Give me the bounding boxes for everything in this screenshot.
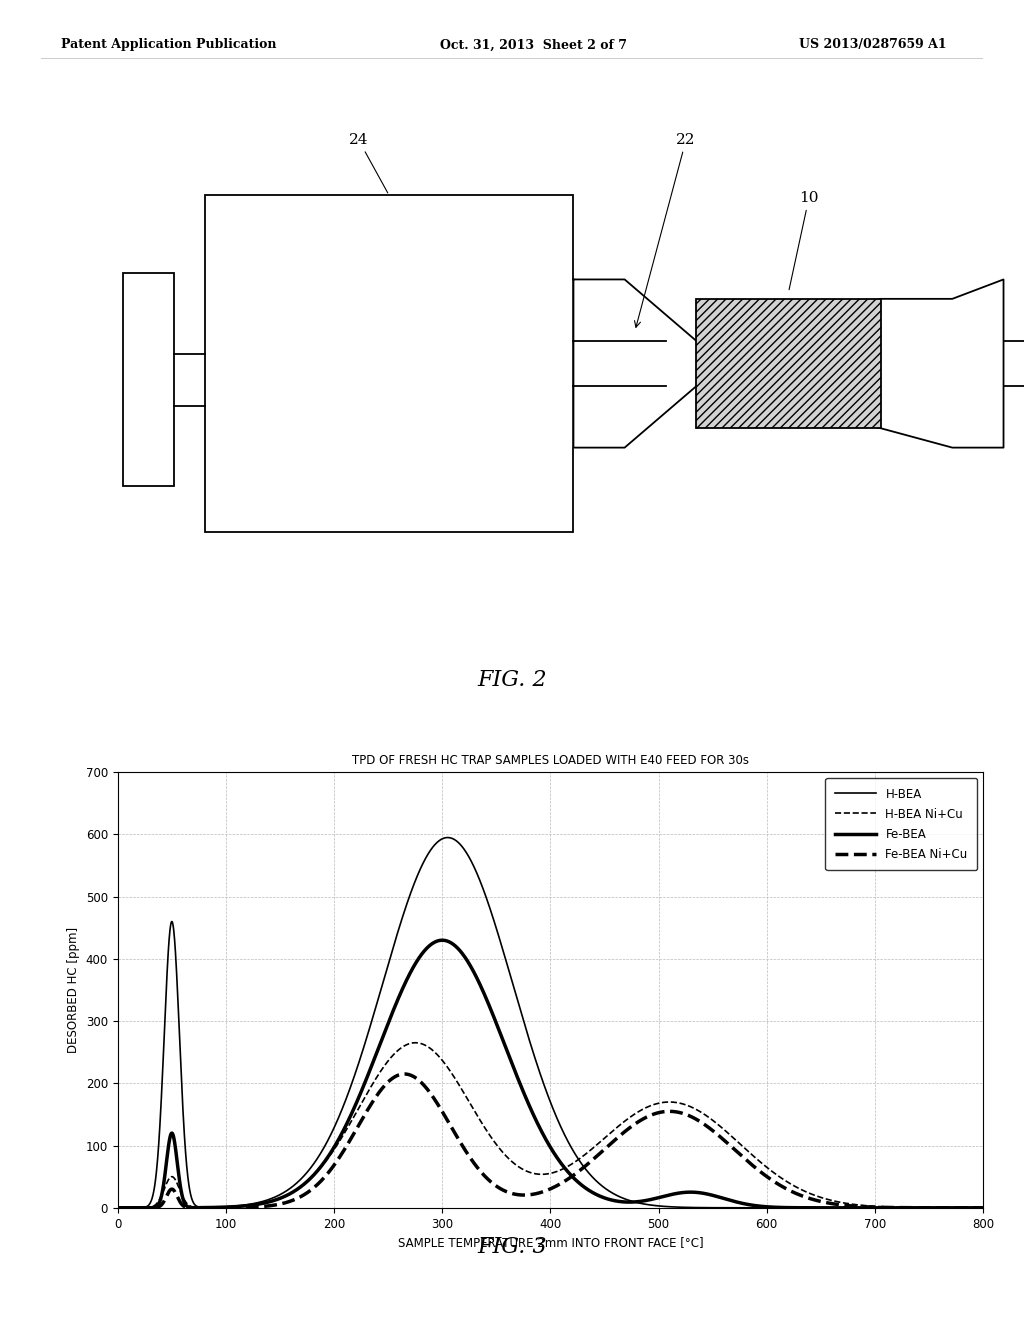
Bar xyxy=(205,195,573,532)
Text: 22: 22 xyxy=(635,132,696,327)
Fe-BEA xyxy=(977,1200,989,1216)
Fe-BEA Ni+Cu xyxy=(481,1171,494,1187)
Fe-BEA xyxy=(961,1200,973,1216)
Text: 24: 24 xyxy=(348,132,388,193)
Title: TPD OF FRESH HC TRAP SAMPLES LOADED WITH E40 FEED FOR 30s: TPD OF FRESH HC TRAP SAMPLES LOADED WITH… xyxy=(352,754,749,767)
H-BEA Ni+Cu xyxy=(961,1200,973,1216)
X-axis label: SAMPLE TEMPERATURE 2mm INTO FRONT FACE [°C]: SAMPLE TEMPERATURE 2mm INTO FRONT FACE [… xyxy=(397,1236,703,1249)
H-BEA Ni+Cu xyxy=(481,1123,494,1139)
Bar xyxy=(696,298,881,428)
Y-axis label: DESORBED HC [ppm]: DESORBED HC [ppm] xyxy=(68,927,80,1053)
Fe-BEA Ni+Cu xyxy=(977,1200,989,1216)
H-BEA Ni+Cu xyxy=(210,1200,222,1216)
Fe-BEA xyxy=(210,1200,222,1216)
H-BEA xyxy=(443,830,456,846)
Fe-BEA xyxy=(436,932,449,948)
Fe-BEA xyxy=(481,993,494,1008)
Line: Fe-BEA: Fe-BEA xyxy=(118,940,983,1208)
Fe-BEA Ni+Cu xyxy=(210,1200,222,1216)
Text: 10: 10 xyxy=(790,191,819,289)
H-BEA Ni+Cu xyxy=(112,1200,124,1216)
H-BEA xyxy=(481,892,494,908)
Text: Oct. 31, 2013  Sheet 2 of 7: Oct. 31, 2013 Sheet 2 of 7 xyxy=(440,38,628,51)
Line: H-BEA Ni+Cu: H-BEA Ni+Cu xyxy=(118,1043,983,1208)
H-BEA xyxy=(961,1200,973,1216)
Fe-BEA xyxy=(262,1195,274,1210)
Legend: H-BEA, H-BEA Ni+Cu, Fe-BEA, Fe-BEA Ni+Cu: H-BEA, H-BEA Ni+Cu, Fe-BEA, Fe-BEA Ni+Cu xyxy=(825,777,977,870)
H-BEA Ni+Cu xyxy=(977,1200,989,1216)
Text: FIG. 3: FIG. 3 xyxy=(477,1237,547,1258)
Polygon shape xyxy=(573,280,1004,447)
H-BEA Ni+Cu xyxy=(409,1035,421,1051)
Text: Patent Application Publication: Patent Application Publication xyxy=(61,38,276,51)
Line: Fe-BEA Ni+Cu: Fe-BEA Ni+Cu xyxy=(118,1074,983,1208)
H-BEA xyxy=(441,830,454,846)
Fe-BEA Ni+Cu xyxy=(262,1199,274,1214)
Fe-BEA xyxy=(112,1200,124,1216)
H-BEA Ni+Cu xyxy=(867,1199,880,1214)
Fe-BEA Ni+Cu xyxy=(867,1199,880,1214)
Fe-BEA Ni+Cu xyxy=(961,1200,973,1216)
H-BEA xyxy=(867,1200,880,1216)
H-BEA xyxy=(210,1200,222,1216)
Fe-BEA Ni+Cu xyxy=(398,1067,411,1082)
Bar xyxy=(123,273,174,486)
H-BEA xyxy=(977,1200,989,1216)
H-BEA Ni+Cu xyxy=(443,1063,456,1078)
H-BEA xyxy=(112,1200,124,1216)
H-BEA xyxy=(262,1192,274,1208)
H-BEA Ni+Cu xyxy=(262,1195,274,1210)
Fe-BEA xyxy=(443,935,456,950)
Fe-BEA Ni+Cu xyxy=(443,1117,456,1133)
Fe-BEA Ni+Cu xyxy=(112,1200,124,1216)
Text: FIG. 2: FIG. 2 xyxy=(477,669,547,692)
Text: US 2013/0287659 A1: US 2013/0287659 A1 xyxy=(799,38,946,51)
Line: H-BEA: H-BEA xyxy=(118,838,983,1208)
Fe-BEA xyxy=(867,1200,880,1216)
